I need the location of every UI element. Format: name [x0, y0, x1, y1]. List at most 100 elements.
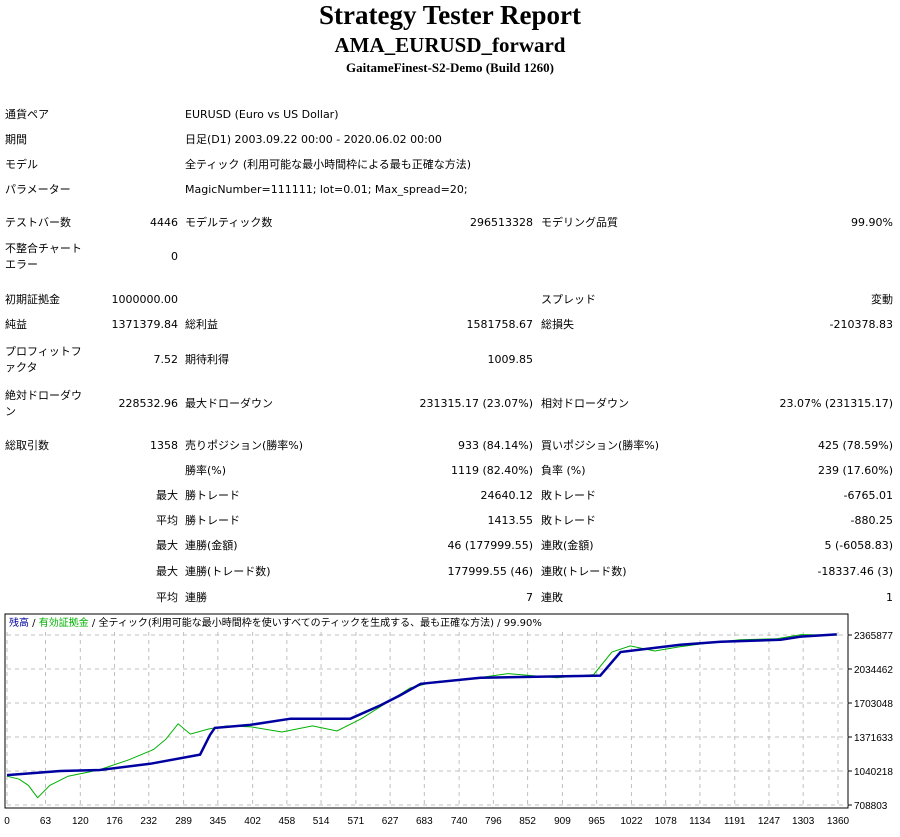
- y-tick-label: 1703048: [854, 699, 893, 710]
- stat-row: 勝率(%) 1119 (82.40%) 負率 (%) 239 (17.60%): [0, 456, 900, 486]
- stat-value: 変動: [871, 293, 893, 306]
- legend-separator: /: [494, 618, 504, 629]
- stat-label: 相対ドローダウン: [541, 397, 629, 410]
- x-tick-label: 1303: [792, 816, 815, 827]
- stat-label: 勝トレード: [185, 489, 240, 502]
- stat-value: 99.90%: [851, 216, 893, 229]
- x-tick-label: 852: [519, 816, 536, 827]
- legend-balance: 残高: [9, 616, 29, 629]
- x-tick-label: 63: [40, 816, 52, 827]
- x-tick-label: 1078: [655, 816, 678, 827]
- stat-label: 連勝(金額): [185, 539, 238, 552]
- stat-value: 最大: [156, 489, 178, 502]
- stat-value: 1000000.00: [111, 293, 178, 306]
- stat-label: 総取引数: [5, 439, 49, 452]
- stat-label: 連敗(トレード数): [541, 565, 627, 578]
- balance-chart: 0 63 120 176 232 289 345 402 458 514 571 627 683 740 7…: [4, 613, 893, 827]
- info-value: EURUSD (Euro vs US Dollar): [185, 108, 339, 121]
- stat-value: 1413.55: [487, 514, 534, 527]
- x-tick-label: 458: [279, 816, 296, 827]
- stat-label: 負率 (%): [541, 464, 586, 477]
- x-tick-label: 176: [106, 816, 123, 827]
- x-tick-label: 514: [313, 816, 330, 827]
- stat-value: 24640.12: [480, 489, 534, 502]
- stat-label: スプレッド: [541, 293, 596, 306]
- info-row: モデル 全ティック (利用可能な最小時間枠による最も正確な方法): [0, 150, 900, 180]
- stat-row: テストバー数 4446 モデルティック数 296513328 モデリング品質 99.90%: [0, 208, 900, 238]
- y-tick-label: 1371633: [854, 733, 893, 744]
- stat-label: 期待利得: [185, 353, 229, 366]
- stat-row: 最大 連勝(トレード数) 177999.55 (46) 連敗(トレード数) -18337…: [0, 557, 900, 587]
- y-tick-label: 708803: [854, 801, 888, 812]
- balance-line: [6, 633, 837, 777]
- stat-value: 0: [171, 250, 178, 263]
- stat-label: 純益: [5, 318, 27, 331]
- stat-value: 平均: [156, 591, 178, 604]
- y-tick-label: 1040218: [854, 767, 893, 778]
- stat-label: 連勝: [185, 591, 207, 604]
- legend-equity: 有効証拠金: [39, 616, 89, 629]
- stat-row: 最大 連勝(金額) 46 (177999.55) 連敗(金額) 5 (-6058.83): [0, 531, 900, 561]
- x-tick-label: 740: [451, 816, 468, 827]
- info-label: パラメーター: [5, 183, 71, 196]
- legend-separator: /: [89, 618, 99, 629]
- x-tick-label: 683: [416, 816, 433, 827]
- stat-row: 最大 勝トレード 24640.12 敗トレード -6765.01: [0, 481, 900, 511]
- report-subtitle: AMA_EURUSD_forward: [334, 33, 566, 57]
- stat-label: プロフィットファクタ: [5, 345, 82, 374]
- legend-model: 全ティック(利用可能な最小時間枠を使いすべてのティックを生成する、最も正確な方法…: [98, 616, 494, 629]
- stat-value: 1371379.84: [111, 318, 178, 331]
- x-tick-label: 345: [209, 816, 226, 827]
- x-tick-label: 909: [554, 816, 571, 827]
- stat-row: 平均 連勝 7 連敗 1: [0, 583, 900, 613]
- stat-row: 平均 勝トレード 1413.55 敗トレード -880.25: [0, 506, 900, 536]
- stat-label: 総損失: [541, 318, 574, 331]
- stat-label: テストバー数: [5, 216, 71, 229]
- stat-label: 不整合チャートエラー: [5, 242, 82, 271]
- x-tick-label: 0: [4, 816, 10, 827]
- equity-line: [6, 634, 837, 799]
- info-label: 通貨ペア: [5, 108, 49, 121]
- info-row: パラメーター MagicNumber=111111; lot=0.01; Max_…: [0, 175, 900, 205]
- x-tick-label: 1360: [827, 816, 850, 827]
- stat-value: 4446: [150, 216, 178, 229]
- stat-row: 初期証拠金 1000000.00 スプレッド 変動: [0, 285, 900, 315]
- stat-value: -210378.83: [829, 318, 893, 331]
- stat-label: 買いポジション(勝率%): [541, 439, 660, 452]
- stat-row: 不整合チャートエラー 0: [0, 242, 900, 272]
- stat-label: 総利益: [185, 318, 218, 331]
- report-title: Strategy Tester Report: [319, 0, 581, 30]
- stat-label: 敗トレード: [541, 489, 596, 502]
- info-value: MagicNumber=111111; lot=0.01; Max_spread…: [185, 183, 468, 196]
- stat-value: 1009.85: [487, 353, 534, 366]
- x-tick-label: 627: [382, 816, 399, 827]
- stat-label: 売りポジション(勝率%): [185, 439, 304, 452]
- stat-value: 1581758.67: [466, 318, 533, 331]
- info-row: 期間 日足(D1) 2003.09.22 00:00 - 2020.06.02 0…: [0, 125, 900, 155]
- stat-label: 連敗(金額): [541, 539, 594, 552]
- stat-value: 1358: [150, 439, 178, 452]
- stat-value: 231315.17 (23.07%): [419, 397, 533, 410]
- x-tick-label: 965: [588, 816, 605, 827]
- stat-label: モデリング品質: [541, 216, 618, 229]
- stat-label: 勝率(%): [185, 464, 227, 477]
- server-name: GaitameFinest-S2-Demo (Build 1260): [346, 60, 554, 75]
- stat-row: 絶対ドローダウン 228532.96 最大ドローダウン 231315.17 (23.0…: [0, 389, 900, 419]
- stat-value: 228532.96: [118, 397, 179, 410]
- info-value: 日足(D1) 2003.09.22 00:00 - 2020.06.02 00:…: [185, 133, 442, 146]
- stat-value: 177999.55 (46): [447, 565, 533, 578]
- stat-value: 1: [886, 591, 893, 604]
- legend-separator: /: [29, 618, 39, 629]
- stat-value: 最大: [156, 565, 178, 578]
- plot-frame: [4, 613, 849, 809]
- info-value: 全ティック (利用可能な最小時間枠による最も正確な方法): [185, 158, 472, 171]
- stat-label: 敗トレード: [541, 514, 596, 527]
- y-tick-label: 2034462: [854, 665, 893, 676]
- stat-value: 933 (84.14%): [457, 439, 533, 452]
- info-label: モデル: [5, 158, 38, 171]
- x-tick-label: 289: [175, 816, 192, 827]
- chart-legend: 残高 / 有効証拠金 / 全ティック(利用可能な最小時間枠を使いすべてのティック…: [9, 616, 542, 629]
- stat-value: 23.07% (231315.17): [779, 397, 893, 410]
- legend-quality: 99.90%: [504, 618, 542, 629]
- stat-label: 絶対ドローダウン: [5, 389, 82, 418]
